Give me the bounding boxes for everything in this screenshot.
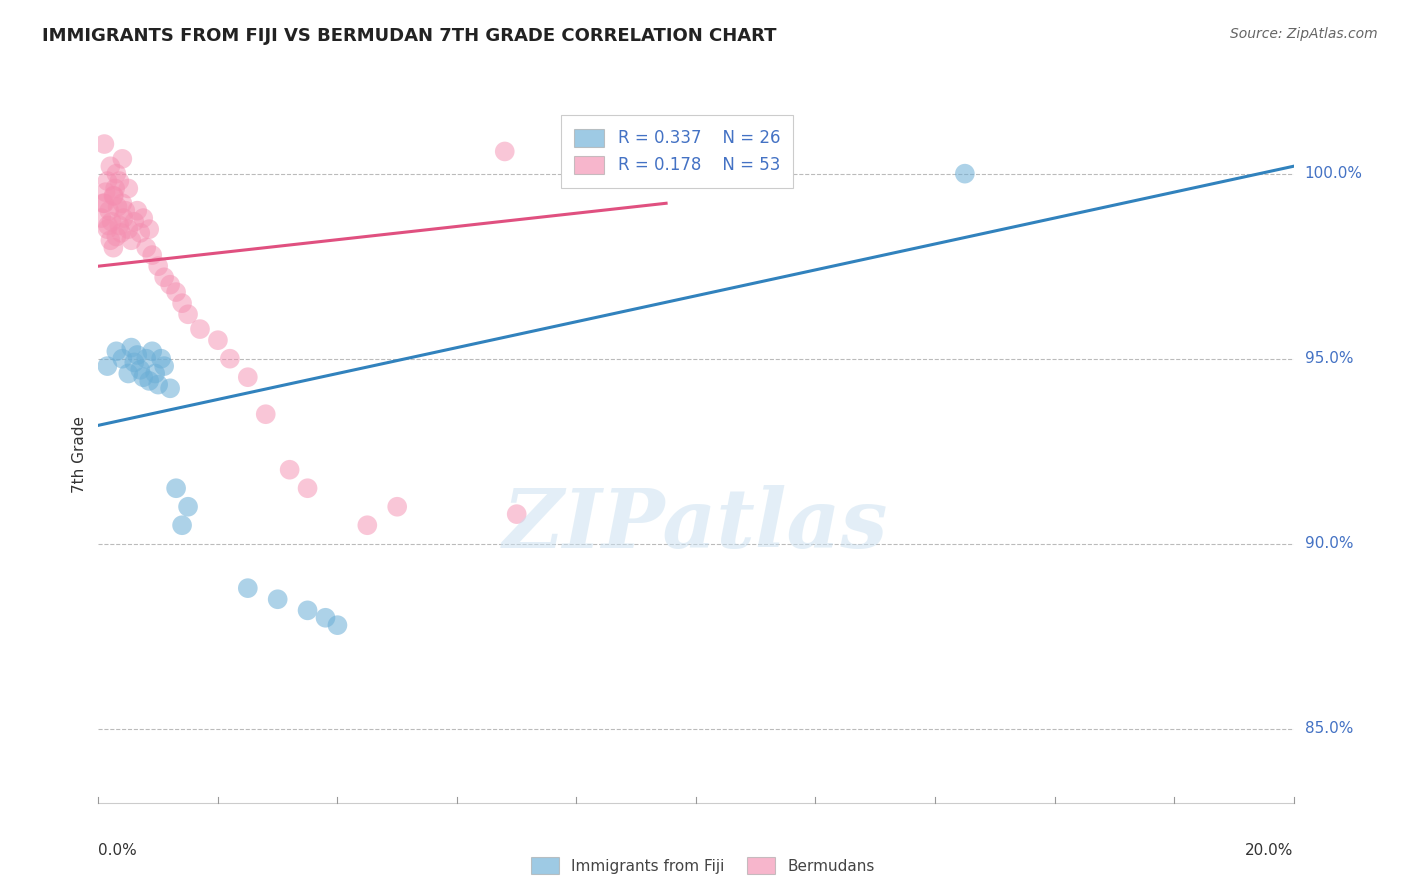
Point bbox=[297, 603, 319, 617]
Point bbox=[135, 351, 157, 366]
Point bbox=[297, 481, 319, 495]
Point bbox=[108, 219, 131, 233]
Point bbox=[148, 259, 170, 273]
Point bbox=[385, 500, 409, 514]
Point bbox=[94, 185, 117, 199]
Point bbox=[236, 581, 259, 595]
Point bbox=[98, 159, 122, 173]
Point bbox=[98, 233, 122, 247]
Point bbox=[153, 359, 176, 373]
Y-axis label: 7th Grade: 7th Grade bbox=[72, 417, 87, 493]
Text: Source: ZipAtlas.com: Source: ZipAtlas.com bbox=[1230, 27, 1378, 41]
Point bbox=[103, 189, 125, 203]
Point bbox=[141, 344, 163, 359]
Point bbox=[278, 463, 301, 477]
Point bbox=[177, 307, 200, 321]
Point bbox=[105, 167, 128, 181]
Point bbox=[112, 211, 135, 225]
Text: 95.0%: 95.0% bbox=[1305, 351, 1353, 367]
Point bbox=[114, 203, 136, 218]
Point bbox=[108, 174, 131, 188]
Point bbox=[356, 518, 378, 533]
Point bbox=[107, 200, 129, 214]
Point bbox=[110, 226, 132, 240]
Point bbox=[150, 351, 173, 366]
Point bbox=[165, 285, 187, 299]
Point bbox=[159, 381, 181, 395]
Point bbox=[219, 351, 242, 366]
Point bbox=[165, 481, 187, 495]
Point bbox=[132, 370, 155, 384]
Point bbox=[91, 196, 114, 211]
Point bbox=[188, 322, 211, 336]
Point bbox=[177, 500, 200, 514]
Point bbox=[506, 507, 529, 521]
Point bbox=[111, 152, 134, 166]
Point bbox=[129, 363, 152, 377]
Point bbox=[138, 222, 160, 236]
Point bbox=[159, 277, 181, 292]
Point bbox=[326, 618, 349, 632]
Point bbox=[236, 370, 259, 384]
Text: ZIPatlas: ZIPatlas bbox=[503, 485, 889, 566]
Point bbox=[100, 215, 122, 229]
Text: 0.0%: 0.0% bbox=[98, 843, 138, 858]
Text: 20.0%: 20.0% bbox=[1246, 843, 1294, 858]
Point bbox=[132, 211, 155, 225]
Point bbox=[98, 203, 121, 218]
Point bbox=[267, 592, 290, 607]
Text: 90.0%: 90.0% bbox=[1305, 536, 1353, 551]
Point bbox=[111, 351, 134, 366]
Point bbox=[96, 359, 118, 373]
Point bbox=[172, 296, 194, 310]
Point bbox=[105, 344, 128, 359]
Point bbox=[254, 407, 277, 421]
Point bbox=[97, 219, 120, 233]
Point bbox=[120, 341, 142, 355]
Legend: R = 0.337    N = 26, R = 0.178    N = 53: R = 0.337 N = 26, R = 0.178 N = 53 bbox=[561, 115, 793, 187]
Point bbox=[124, 215, 146, 229]
Point bbox=[141, 248, 163, 262]
Point bbox=[143, 367, 166, 381]
Point bbox=[96, 174, 118, 188]
Point bbox=[93, 196, 115, 211]
Point bbox=[103, 189, 125, 203]
Point bbox=[494, 145, 516, 159]
Point bbox=[120, 233, 142, 247]
Point bbox=[117, 222, 139, 236]
Point bbox=[117, 181, 139, 195]
Point bbox=[93, 136, 115, 151]
Text: 85.0%: 85.0% bbox=[1305, 722, 1353, 736]
Point bbox=[153, 270, 176, 285]
Point bbox=[207, 333, 229, 347]
Point bbox=[953, 167, 976, 181]
Point bbox=[127, 348, 149, 362]
Point bbox=[148, 377, 170, 392]
Point bbox=[90, 211, 112, 225]
Point bbox=[127, 203, 149, 218]
Legend: Immigrants from Fiji, Bermudans: Immigrants from Fiji, Bermudans bbox=[526, 851, 880, 880]
Point bbox=[314, 611, 337, 625]
Point bbox=[124, 355, 146, 369]
Point bbox=[111, 196, 134, 211]
Point bbox=[138, 374, 160, 388]
Text: 100.0%: 100.0% bbox=[1305, 166, 1362, 181]
Point bbox=[105, 229, 128, 244]
Text: IMMIGRANTS FROM FIJI VS BERMUDAN 7TH GRADE CORRELATION CHART: IMMIGRANTS FROM FIJI VS BERMUDAN 7TH GRA… bbox=[42, 27, 776, 45]
Point bbox=[172, 518, 194, 533]
Point bbox=[103, 241, 125, 255]
Point bbox=[117, 367, 139, 381]
Point bbox=[104, 181, 127, 195]
Point bbox=[129, 226, 152, 240]
Point bbox=[135, 241, 157, 255]
Point bbox=[96, 222, 118, 236]
